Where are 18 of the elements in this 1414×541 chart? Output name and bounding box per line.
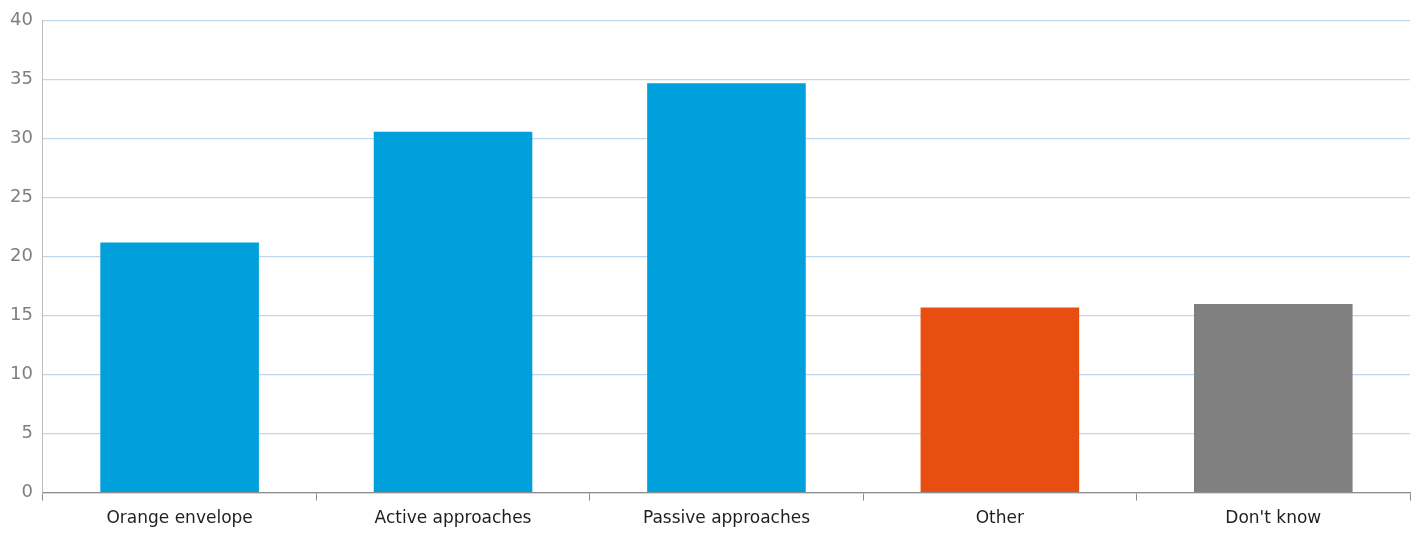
- y-tick-label: 25: [10, 185, 33, 207]
- bar: [647, 83, 806, 492]
- y-tick-label: 20: [10, 244, 33, 266]
- bar: [920, 307, 1080, 492]
- bar: [100, 242, 259, 492]
- y-tick-label: 10: [10, 362, 33, 384]
- y-tick-label: 15: [10, 303, 33, 325]
- y-tick-label: 40: [10, 8, 33, 30]
- x-tick-label: Orange envelope: [106, 507, 253, 528]
- y-tick-label: 0: [21, 480, 33, 502]
- x-tick-label: Other: [975, 507, 1025, 528]
- bar: [373, 131, 533, 492]
- x-tick-label: Don't know: [1225, 507, 1322, 528]
- y-tick-label: 5: [21, 421, 33, 443]
- y-tick-label: 30: [10, 126, 33, 148]
- x-tick-label: Passive approaches: [642, 507, 811, 528]
- y-tick-label: 35: [10, 67, 33, 89]
- x-tick-label: Active approaches: [374, 507, 532, 528]
